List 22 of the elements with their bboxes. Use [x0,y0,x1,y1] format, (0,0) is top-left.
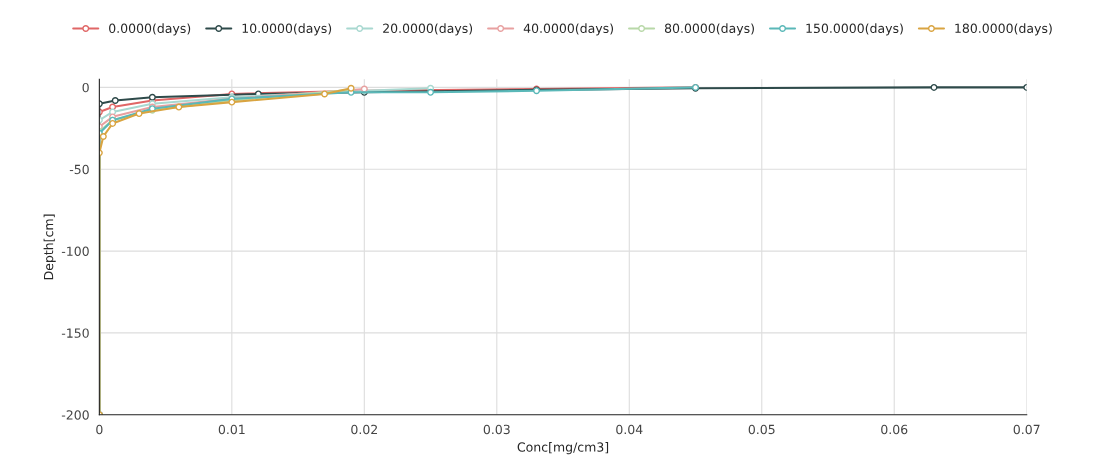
y-tick-label: -50 [69,164,89,175]
x-tick-label: 0 [96,424,103,435]
legend-label: 40.0000(days) [523,23,614,36]
legend-label: 0.0000(days) [109,23,191,36]
x-tick-label: 0.06 [881,424,908,435]
legend-label: 10.0000(days) [242,23,332,36]
legend-label: 180.0000(days) [955,23,1052,36]
legend-label: 20.0000(days) [383,23,473,36]
x-tick-label: 0.07 [1013,424,1040,435]
y-axis-title: Depth[cm] [43,214,56,280]
x-tick-label: 0.01 [218,424,245,435]
x-tick-label: 0.05 [748,424,775,435]
legend-label: 150.0000(days) [806,23,903,36]
y-tick-label: -100 [61,246,89,256]
x-tick-label: 0.04 [616,424,643,435]
y-tick-label: -150 [61,328,89,338]
y-tick-label: 0 [82,82,89,93]
x-axis-title: Conc[mg/cm3] [517,442,609,455]
y-tick-label: -200 [61,410,89,420]
legend-label: 80.0000(days) [664,23,754,36]
x-tick-label: 0.03 [483,424,510,435]
x-tick-label: 0.02 [351,424,377,435]
